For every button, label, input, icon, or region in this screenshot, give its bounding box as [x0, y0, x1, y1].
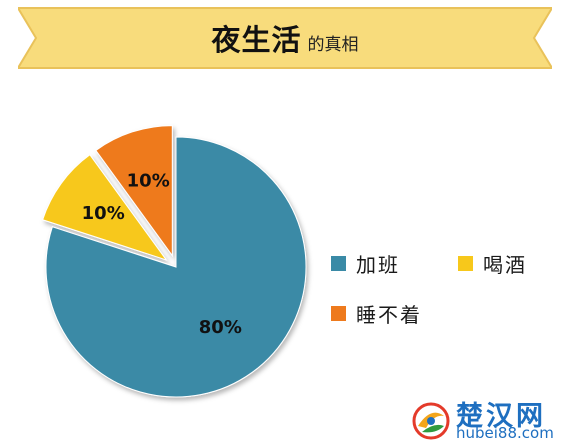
- legend-swatch-sleep: [331, 306, 346, 321]
- legend-label-drink: 喝酒: [483, 253, 527, 277]
- legend-swatch-drink: [458, 256, 473, 271]
- title-banner: 夜生活 的真相: [18, 6, 552, 70]
- pie-label-drink: 10%: [82, 203, 125, 224]
- pie-slice-sleep: [95, 125, 173, 258]
- page-title: 夜生活: [211, 23, 302, 57]
- watermark-logo: 楚汉网 hubei88.com: [408, 394, 568, 444]
- watermark-name: 楚汉网: [456, 401, 546, 432]
- legend-label-work: 加班: [356, 253, 400, 277]
- title-wrap: 夜生活 的真相: [18, 6, 552, 70]
- legend-item-sleep: 睡不着: [331, 299, 422, 328]
- page-subtitle: 的真相: [307, 34, 359, 55]
- pie-slice-drink: [42, 154, 168, 261]
- pie-label-sleep: 10%: [127, 170, 170, 191]
- watermark-url: hubei88.com: [456, 424, 554, 442]
- pie-label-work: 80%: [199, 317, 242, 338]
- banner-ribbon-shape: [18, 7, 552, 69]
- legend-item-drink: 喝酒: [458, 249, 527, 278]
- legend-swatch-work: [331, 256, 346, 271]
- logo-emblem-icon: [412, 402, 450, 440]
- legend-label-sleep: 睡不着: [356, 303, 422, 327]
- pie-slice-work: [45, 136, 307, 398]
- legend-item-work: 加班: [331, 249, 400, 278]
